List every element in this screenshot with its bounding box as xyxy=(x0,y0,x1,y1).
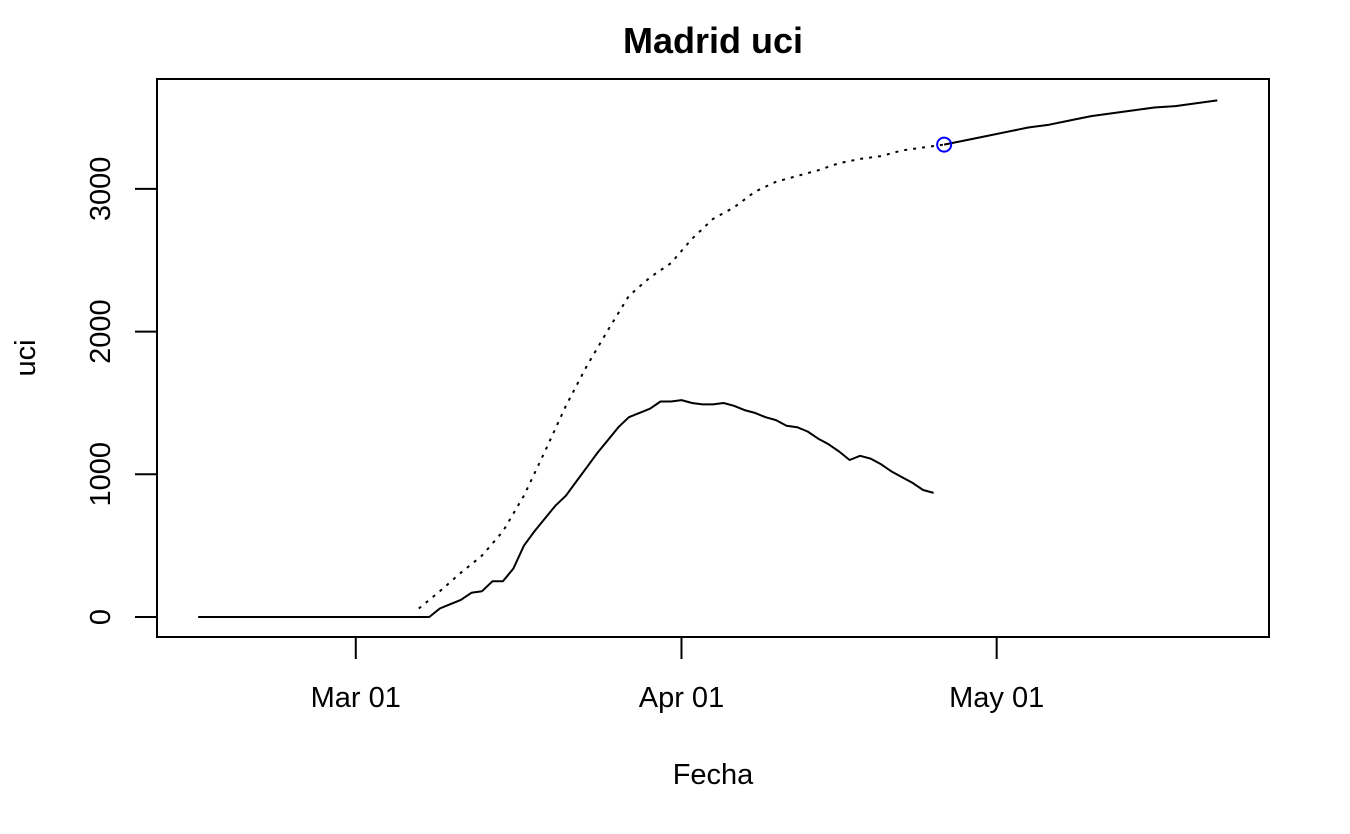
y-tick-label: 0 xyxy=(85,609,117,625)
series-layer xyxy=(198,99,1218,618)
y-tick-label: 2000 xyxy=(85,299,117,364)
x-axis-label: Fecha xyxy=(673,759,754,791)
series-line-3 xyxy=(943,99,1218,146)
y-axis: 0 1000 2000 3000 xyxy=(85,157,157,625)
plot-frame xyxy=(156,78,1270,638)
y-tick-label: 3000 xyxy=(85,157,117,222)
highlight-point-marker xyxy=(936,136,953,153)
x-tick-label: May 01 xyxy=(949,682,1044,714)
chart-title: Madrid uci xyxy=(623,20,803,61)
x-axis: Mar 01 Apr 01 May 01 xyxy=(311,637,1044,714)
x-tick-label: Mar 01 xyxy=(311,682,401,714)
series-line-2 xyxy=(418,143,945,610)
x-tick-label: Apr 01 xyxy=(639,682,724,714)
y-axis-label: uci xyxy=(10,339,42,376)
y-tick-label: 1000 xyxy=(85,442,117,507)
series-line-1 xyxy=(198,399,934,618)
